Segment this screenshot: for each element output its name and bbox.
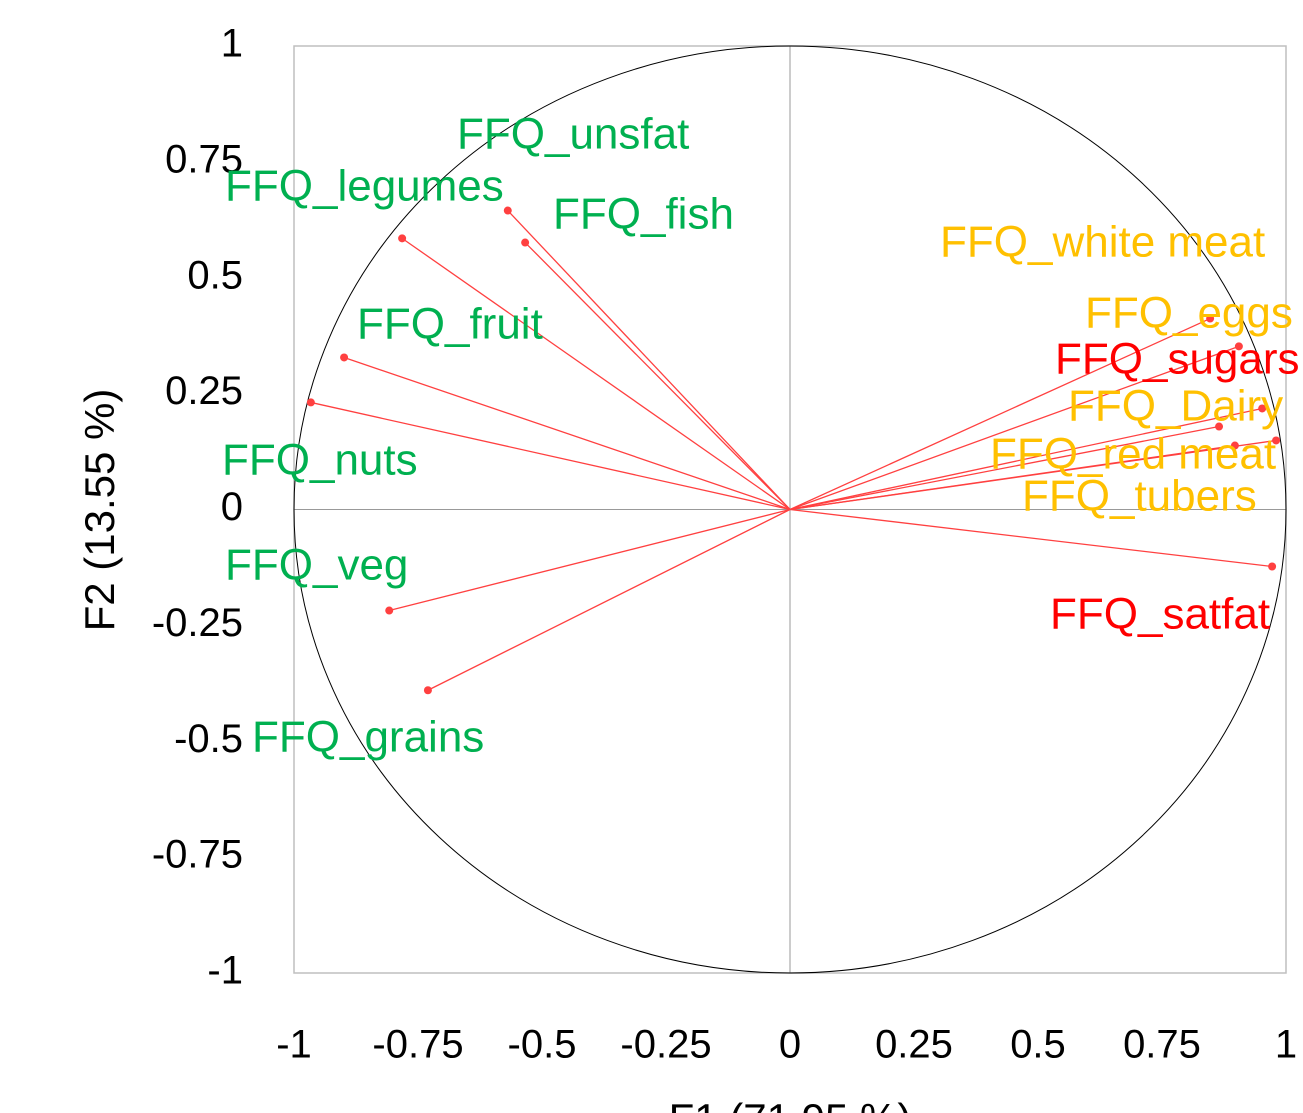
point-label: FFQ_satfat	[1050, 590, 1270, 639]
x-tick-label: -0.5	[508, 1023, 577, 1067]
point	[398, 234, 407, 243]
vector	[789, 407, 1263, 511]
point-label: FFQ_veg	[225, 541, 408, 590]
point	[1230, 441, 1239, 450]
point	[1272, 436, 1281, 445]
point	[521, 238, 530, 247]
x-tick-label: 1	[1275, 1023, 1297, 1067]
point	[503, 206, 512, 215]
point	[423, 686, 432, 695]
x-axis-label: F1 (71.95 %)	[669, 1095, 912, 1113]
vector	[789, 425, 1220, 511]
vector	[427, 508, 791, 691]
y-tick-label: -0.75	[152, 833, 243, 877]
point	[340, 353, 349, 362]
x-tick-label: 0.75	[1123, 1023, 1201, 1067]
y-tick-label: -0.5	[174, 717, 243, 761]
point	[1234, 342, 1243, 351]
point-label: FFQ_tubers	[1022, 472, 1257, 521]
y-axis-label: F2 (13.55 %)	[76, 389, 123, 632]
vector	[789, 317, 1211, 511]
point-label: FFQ_grains	[252, 713, 484, 762]
point-label: FFQ_legumes	[225, 162, 504, 211]
point	[306, 398, 315, 407]
unit-circle	[293, 45, 1287, 974]
vector	[389, 508, 791, 612]
vector	[401, 237, 791, 511]
x-tick-label: 0.5	[1010, 1023, 1066, 1067]
point	[385, 606, 394, 615]
point-label: FFQ_fruit	[357, 300, 543, 349]
vector	[343, 356, 791, 511]
y-tick-label: 0.25	[165, 369, 243, 413]
point	[1215, 422, 1224, 431]
vector	[507, 210, 791, 510]
y-tick-label: 0.5	[187, 253, 243, 297]
x-tick-label: -1	[276, 1023, 312, 1067]
vector	[789, 345, 1240, 511]
point-label: FFQ_unsfat	[457, 110, 689, 159]
y-tick-label: -1	[207, 949, 243, 993]
x-tick-label: -0.75	[372, 1023, 463, 1067]
y-tick-label: 0	[221, 485, 243, 529]
vector	[524, 242, 791, 510]
vector	[789, 508, 1273, 568]
point-label: FFQ_eggs	[1085, 289, 1293, 338]
point	[1258, 404, 1267, 413]
y-tick-label: -0.25	[152, 601, 243, 645]
x-tick-label: -0.25	[620, 1023, 711, 1067]
vector	[789, 444, 1236, 511]
x-tick-label: 0	[779, 1023, 801, 1067]
vector	[310, 401, 791, 511]
x-tick-label: 0.25	[875, 1023, 953, 1067]
point-label: FFQ_sugars	[1055, 335, 1300, 384]
y-tick-label: 1	[221, 22, 243, 66]
point-label: FFQ_nuts	[222, 436, 418, 485]
point	[1268, 562, 1277, 571]
point-label: FFQ_Dairy	[1068, 382, 1283, 431]
point-label: FFQ_red meat	[990, 430, 1276, 479]
y-tick-label: 0.75	[165, 137, 243, 181]
point-label: FFQ_white meat	[940, 218, 1265, 267]
point	[1206, 314, 1215, 323]
point-label: FFQ_fish	[553, 190, 734, 239]
